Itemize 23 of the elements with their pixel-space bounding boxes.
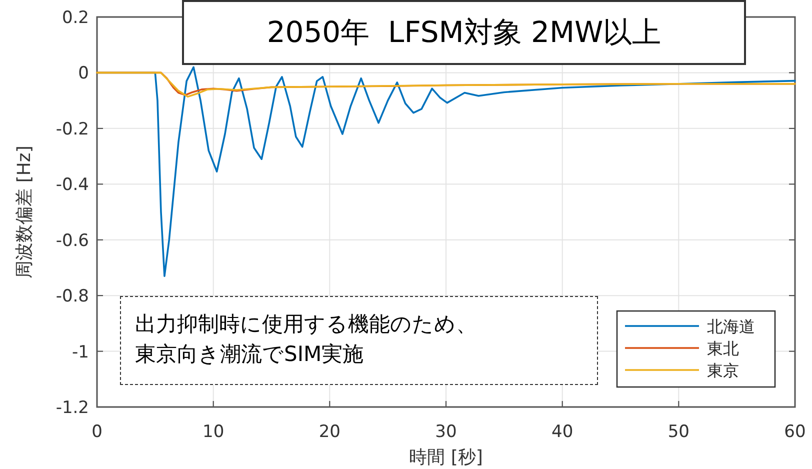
y-tick-label: -0.2 [56,119,89,140]
y-tick-label: -1.2 [56,398,89,418]
legend-label: 東北 [707,339,739,358]
y-tick-label: -0.6 [56,230,89,251]
x-tick-label: 10 [202,422,224,442]
x-tick-label: 40 [552,422,574,442]
x-tick-label: 20 [318,422,340,442]
x-tick-label: 30 [435,422,457,442]
legend-label: 東京 [707,361,739,380]
y-tick-label: 0.2 [62,8,89,28]
annotation: 出力抑制時に使用する機能のため、東京向き潮流でSIM実施 [135,311,478,368]
y-tick-label: -0.4 [56,175,89,196]
x-tick-label: 0 [92,422,102,442]
y-tick-label: 0 [78,64,89,84]
x-tick-label: 60 [784,422,806,442]
x-tick-label: 50 [668,422,690,442]
legend-label: 北海道 [707,317,755,336]
y-tick-label: -0.8 [56,286,89,307]
x-axis-title: 時間 [秒] [409,447,483,468]
y-axis-title: 周波数偏差 [Hz] [14,146,35,278]
title-frame: 2050年 LFSM対象 2MW以上 [182,0,746,65]
y-tick-label: -1 [72,342,89,362]
note-frame: 出力抑制時に使用する機能のため、東京向き潮流でSIM実施 [120,296,598,385]
